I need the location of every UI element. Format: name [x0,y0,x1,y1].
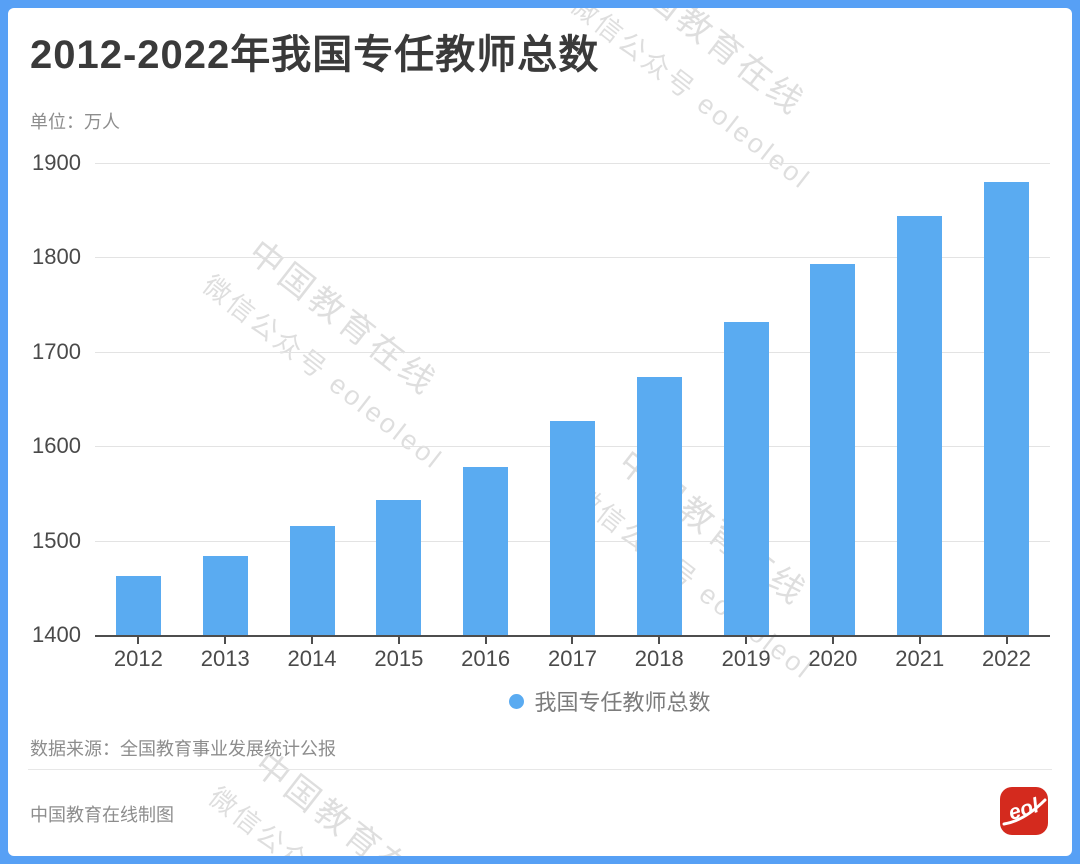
x-axis-label: 2016 [461,646,511,671]
bar-slot-2013 [182,163,269,644]
x-axis-tick [397,637,400,644]
x-axis-label: 2015 [374,646,424,671]
x-axis-tick [658,637,661,644]
eol-logo-swoosh [1002,798,1047,826]
bar-2018 [636,377,682,635]
bar-slot-2020 [790,163,877,644]
gridline-1400 [95,635,1050,637]
eol-logo-text: eol [1006,794,1043,825]
bar-2015 [376,500,422,635]
x-axis-tick [831,637,834,644]
bar-2012 [115,575,161,635]
watermark-brand-text: 中国教育在线 [609,8,813,124]
watermark-wechat-text: 微信公众号 eoleoleol [202,776,459,856]
bar-slot-2012 [95,163,182,644]
x-axis-tick [311,637,314,644]
y-axis-label: 1700 [32,338,81,364]
x-axis-tick [224,637,227,644]
gridline-1800 [95,257,1050,259]
gridline-1700 [95,351,1050,353]
legend-dot-icon [509,693,525,709]
bar-2013 [202,555,248,635]
y-axis-label: 1400 [32,622,81,647]
plot-area: 1900 1800 1700 1600 1500 1400 [32,150,1050,647]
bar-2019 [723,321,769,635]
bar-2016 [463,466,509,635]
bar-series [95,163,1050,644]
x-axis-label: 2017 [547,646,597,671]
bar-2017 [549,420,595,635]
data-source-text: 数据来源：全国教育事业发展统计公报 [30,739,336,759]
y-axis-label: 1900 [32,150,81,175]
x-axis-label: 2020 [808,646,858,671]
bar-2014 [289,526,335,635]
x-axis-label: 2021 [895,646,945,671]
y-axis-label: 1600 [32,433,81,459]
bar-slot-2014 [269,163,356,644]
chart-title: 2012-2022年我国专任教师总数 [30,33,600,77]
x-axis-label: 2019 [721,646,771,671]
x-axis-tick [571,637,574,644]
footer-divider [28,769,1052,770]
y-axis-label: 1800 [32,244,81,270]
x-axis-label: 2014 [287,646,337,671]
bar-2020 [810,264,856,635]
bar-slot-2016 [442,163,529,644]
bar-2022 [984,181,1030,635]
bar-slot-2018 [616,163,703,644]
x-axis-tick [1005,637,1008,644]
gridline-1900 [95,163,1050,164]
unit-label: 单位：万人 [30,112,120,132]
x-axis-tick [745,637,748,644]
eol-logo-icon: eol [1002,794,1047,826]
x-axis-tick [137,637,140,644]
legend: 我国专任教师总数 [78,685,1072,717]
y-axis-label: 1500 [32,527,81,553]
x-axis-label: 2013 [200,646,250,671]
bar-slot-2022 [963,163,1050,644]
bar-2021 [897,215,943,635]
x-axis-labels: 2012 2013 2014 2015 2016 2017 2018 2019 2020 2021… [95,646,1050,672]
credit-text: 中国教育在线制图 [30,805,174,825]
legend-label: 我国专任教师总数 [534,690,711,715]
eol-logo: eol [1000,787,1048,835]
bar-slot-2021 [876,163,963,644]
infographic-canvas: 中国教育在线 微信公众号 eoleoleol 中国教育在线 微信公众号 eole… [8,8,1072,856]
bar-slot-2019 [703,163,790,644]
x-axis-tick [918,637,921,644]
bar-slot-2015 [355,163,442,644]
x-axis-tick [484,637,487,644]
x-axis-label: 2018 [634,646,684,671]
x-axis-label: 2012 [113,646,163,671]
x-axis-label: 2022 [982,646,1031,671]
bar-slot-2017 [529,163,616,644]
